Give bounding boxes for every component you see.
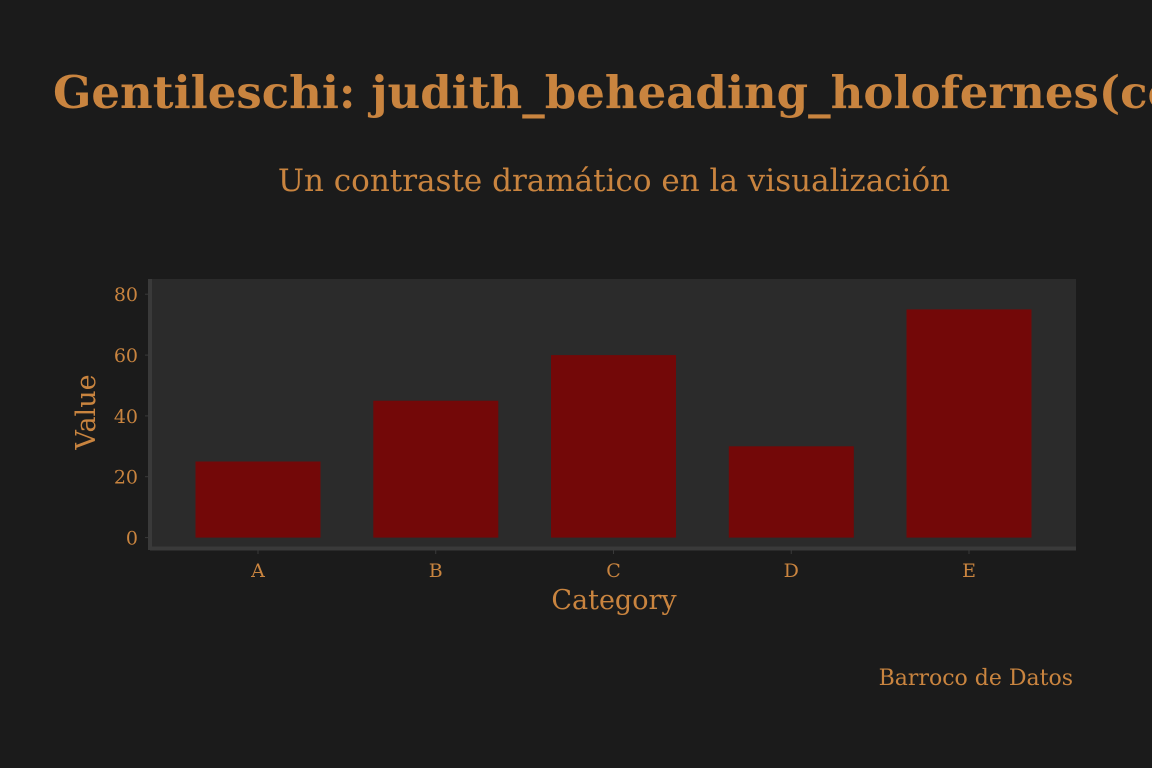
x-tick-label-a: A — [250, 560, 265, 582]
bar-c — [551, 355, 676, 538]
x-axis-title: Category — [551, 585, 677, 616]
bar-b — [373, 400, 499, 538]
chart-subtitle: Un contraste dramático en la visualizaci… — [278, 163, 950, 199]
y-tick-label-0: 0 — [126, 528, 138, 550]
bar-e — [906, 309, 1032, 538]
x-tick-label-c: C — [606, 560, 621, 582]
y-tick-label-40: 40 — [114, 406, 138, 428]
x-tick-label-b: B — [429, 560, 443, 582]
bars-layer — [195, 309, 1032, 538]
bar-d — [728, 446, 854, 538]
y-axis-title: Value — [71, 374, 102, 450]
y-axis-ticks: 0 20 40 60 80 — [114, 284, 149, 550]
chart-title: Gentileschi: judith_beheading_holofernes… — [53, 66, 1152, 119]
chart-caption: Barroco de Datos — [879, 666, 1073, 691]
y-tick-label-60: 60 — [114, 345, 138, 367]
x-tick-label-d: D — [784, 560, 799, 582]
bar-a — [195, 461, 321, 538]
y-tick-label-20: 20 — [114, 467, 138, 489]
x-axis-ticks: A B C D E — [250, 550, 976, 582]
y-tick-label-80: 80 — [114, 284, 138, 306]
x-tick-label-e: E — [962, 560, 976, 582]
